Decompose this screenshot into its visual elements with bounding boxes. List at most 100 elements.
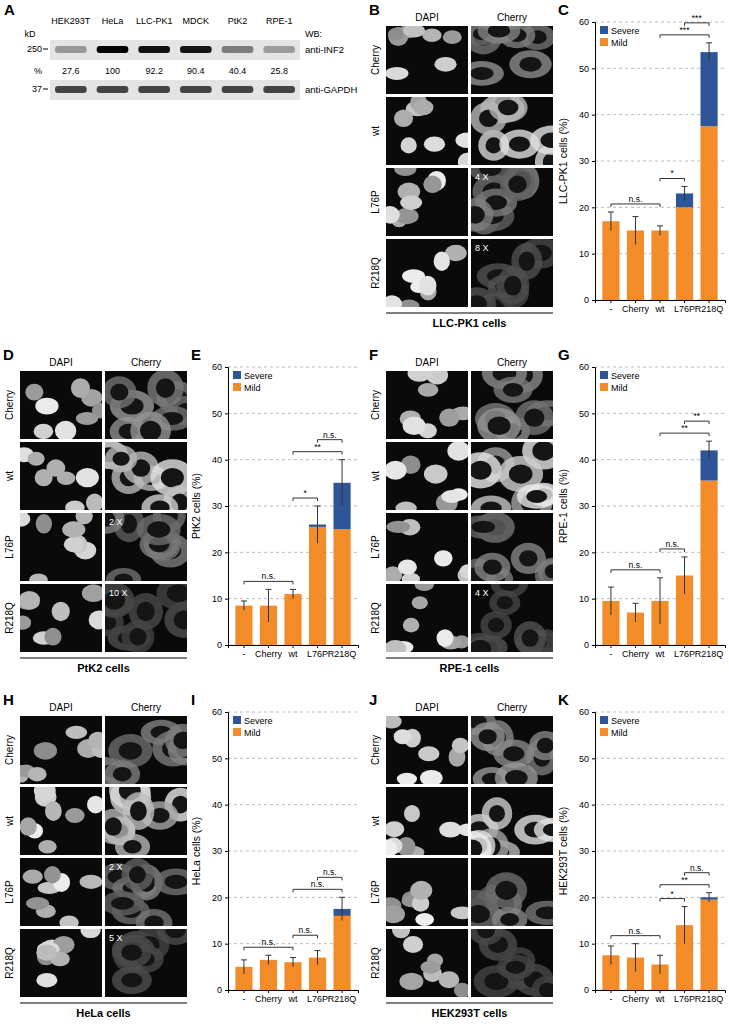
y-tick: 0 xyxy=(217,985,228,995)
significance-label: n.s. xyxy=(311,879,325,889)
x-tick-label: L76P xyxy=(307,994,328,1004)
x-axis-line xyxy=(229,991,359,994)
chart-panel: K0102030405060-CherrywtL76PR218QHEK293T … xyxy=(557,691,726,1004)
cell xyxy=(489,97,528,122)
gapdh-band xyxy=(222,86,254,93)
cell-nucleus xyxy=(121,973,142,988)
legend-swatch xyxy=(233,383,241,391)
x-axis: -CherrywtL76PR218Q xyxy=(229,990,359,1004)
y-axis: 0102030405060 xyxy=(212,707,229,995)
x-tick-label: R218Q xyxy=(695,304,724,314)
y-tick: 40 xyxy=(579,455,595,465)
nucleus xyxy=(65,726,87,739)
significance-label: *** xyxy=(692,13,703,23)
magnification: 2 X xyxy=(109,862,123,872)
nucleus xyxy=(44,866,61,883)
legend: SevereMild xyxy=(600,371,640,393)
y-tick: 0 xyxy=(217,640,228,650)
cell-nucleus xyxy=(539,983,553,997)
wb-label: WB: xyxy=(305,29,322,39)
legend-label: Severe xyxy=(611,716,640,726)
micrograph-image xyxy=(386,371,468,439)
column-label: Cherry xyxy=(497,702,527,713)
micrograph-image xyxy=(105,858,187,926)
legend-swatch xyxy=(600,38,608,46)
significance-label: n.s. xyxy=(323,430,337,440)
grid-line xyxy=(228,712,358,713)
cell xyxy=(471,831,492,855)
legend: SevereMild xyxy=(233,371,273,393)
nucleus xyxy=(386,206,400,224)
significance-bracket xyxy=(293,452,342,455)
cell xyxy=(517,484,553,509)
x-axis-line xyxy=(596,301,726,304)
cell-nucleus xyxy=(504,276,521,296)
nucleus xyxy=(400,195,422,210)
cell-nucleus xyxy=(113,452,130,466)
lane-label: HeLa xyxy=(102,16,124,26)
chart-panel: G0102030405060-CherrywtL76PR218QRPE-1 ce… xyxy=(557,346,726,659)
cell-nucleus xyxy=(536,906,553,919)
y-tick-label: 30 xyxy=(212,846,222,856)
y-tick: 50 xyxy=(579,409,595,419)
y-tick-label: 40 xyxy=(579,800,589,810)
nucleus xyxy=(434,251,450,270)
x-tick-label: wt xyxy=(655,304,665,314)
cell-nucleus xyxy=(483,560,502,575)
x-tick-mark xyxy=(709,300,710,303)
x-tick-mark xyxy=(709,990,710,993)
x-tick-label: L76P xyxy=(674,994,695,1004)
y-tick: 0 xyxy=(584,640,595,650)
gapdh-band xyxy=(180,86,212,93)
nucleus xyxy=(418,746,439,761)
cell xyxy=(105,513,124,534)
x-tick: L76P xyxy=(307,645,328,659)
plot-area xyxy=(602,893,717,990)
grid-line xyxy=(595,804,725,805)
nucleus xyxy=(441,490,462,503)
plot-area xyxy=(235,897,350,990)
cell xyxy=(105,584,135,618)
magnification: 2 X xyxy=(109,517,123,527)
inf2-band xyxy=(138,46,170,53)
image-background xyxy=(386,97,468,165)
micrograph-image xyxy=(471,97,553,165)
y-axis-title: RPE-1 cells (%) xyxy=(557,469,569,543)
significance-label: ** xyxy=(314,442,321,452)
error-bar xyxy=(241,601,247,610)
legend-label: Mild xyxy=(244,728,261,738)
legend-label: Severe xyxy=(244,716,273,726)
error-bar xyxy=(682,557,688,594)
micrograph-image xyxy=(20,858,102,926)
y-tick-label: 50 xyxy=(579,754,589,764)
y-tick: 50 xyxy=(579,754,595,764)
significance-label: n.s. xyxy=(323,867,337,877)
lane-label: LLC-PK1 xyxy=(136,16,173,26)
significance-label: n.s. xyxy=(262,937,276,947)
y-tick-label: 60 xyxy=(212,362,222,372)
micrograph-image xyxy=(105,929,187,997)
significance-label: ** xyxy=(681,423,688,433)
cell xyxy=(531,976,553,997)
y-axis-line xyxy=(225,713,229,991)
cell-nucleus xyxy=(543,823,553,836)
gapdh-band xyxy=(138,86,170,93)
x-tick: - xyxy=(609,990,612,1004)
y-tick-mark xyxy=(592,599,595,600)
legend: SevereMild xyxy=(600,26,640,48)
nucleus xyxy=(439,409,459,427)
y-tick: 10 xyxy=(579,249,595,259)
y-tick-mark xyxy=(592,300,595,301)
y-tick-label: 60 xyxy=(579,17,589,27)
significance-bracket xyxy=(244,947,293,950)
nucleus xyxy=(86,494,102,510)
nucleus xyxy=(397,773,417,784)
image-background xyxy=(20,513,102,581)
nucleus xyxy=(424,465,448,484)
legend: Severe Mild xyxy=(600,716,640,738)
nucleus xyxy=(34,742,57,760)
legend-label: Mild xyxy=(611,728,628,738)
y-tick: 60 xyxy=(212,707,228,717)
error-bar xyxy=(315,951,321,965)
row-label: Cherry xyxy=(370,735,381,765)
